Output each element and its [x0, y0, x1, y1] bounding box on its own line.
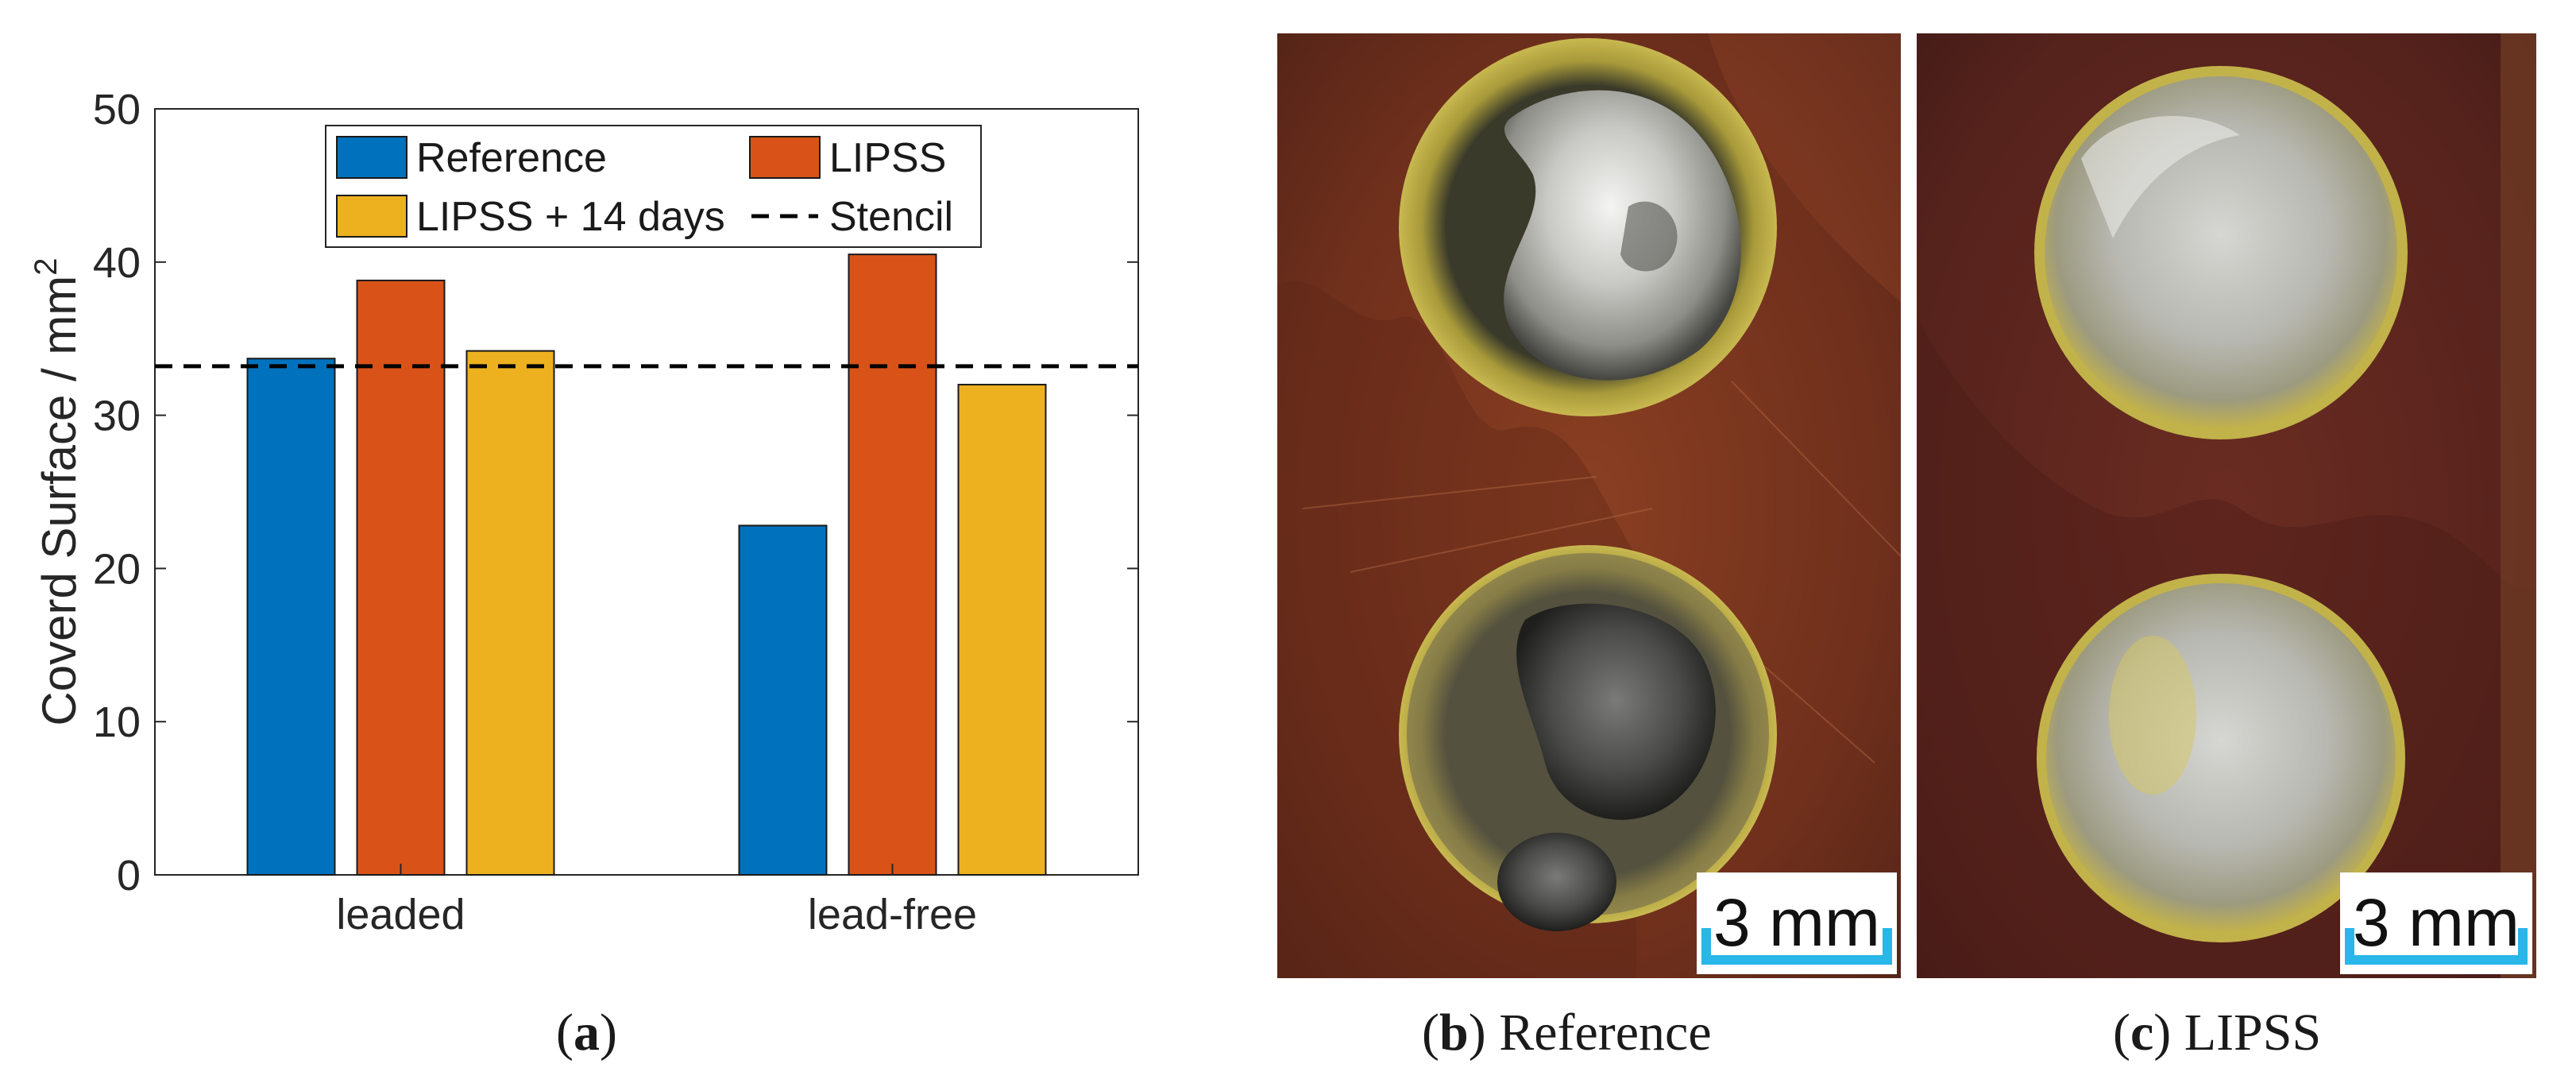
scale-bar-c [2345, 928, 2528, 965]
x-tick-label: lead-free [808, 891, 977, 938]
photo-reference: 3 mm [1277, 33, 1902, 978]
x-tick-label: leaded [336, 891, 465, 938]
photo-lipss: 3 mm [1917, 33, 2536, 978]
bar-chart: 0 10 20 30 40 50 leaded lead-free Coverd Surfa… [29, 86, 1139, 938]
scale-bar-b [1701, 928, 1892, 965]
y-axis-label-superscript: 2 [29, 257, 64, 275]
legend-swatch [336, 195, 407, 238]
legend: Reference LIPSS LIPSS + 14 days Stencil [325, 125, 982, 248]
y-tick-label: 50 [93, 86, 141, 133]
caption-c: (c) LIPSS [2113, 1004, 2322, 1062]
caption-c-letter: c [2130, 1004, 2154, 1062]
bar-reference-lead-free [738, 524, 828, 876]
bar-lipss-14-days-lead-free [957, 384, 1047, 876]
legend-label: Stencil [829, 194, 953, 240]
scale-bar-label-c: 3 mm [2353, 885, 2520, 960]
y-tick-label: 10 [93, 698, 141, 746]
y-axis-label: Coverd Surface / mm2 [29, 257, 86, 725]
y-tick-label: 20 [93, 545, 141, 593]
bar-lipss-leaded [356, 279, 446, 876]
bar-lipss-14-days-leaded [465, 350, 555, 876]
x-axis: leaded lead-free [336, 864, 977, 938]
legend-box [325, 125, 982, 248]
caption-b-letter: b [1439, 1004, 1469, 1062]
y-axis: 0 10 20 30 40 50 [93, 86, 1138, 899]
caption-b: (b) Reference [1422, 1004, 1712, 1062]
caption-a-letter: a [573, 1004, 600, 1062]
y-tick-label: 40 [93, 239, 141, 287]
legend-label: LIPSS + 14 days [416, 194, 725, 240]
caption-a: (a) [556, 1004, 617, 1062]
legend-swatch [749, 136, 821, 179]
bar-lipss-lead-free [848, 253, 937, 876]
caption-c-text: LIPSS [2184, 1004, 2322, 1062]
y-tick-label: 30 [93, 393, 141, 440]
legend-label: LIPSS [829, 135, 946, 181]
y-tick-label: 0 [117, 852, 141, 899]
caption-b-text: Reference [1499, 1004, 1712, 1062]
bars [246, 253, 1047, 876]
scale-bar-label-b: 3 mm [1713, 885, 1880, 960]
legend-label: Reference [416, 135, 607, 181]
legend-swatch [336, 136, 407, 179]
bar-reference-leaded [246, 358, 336, 876]
